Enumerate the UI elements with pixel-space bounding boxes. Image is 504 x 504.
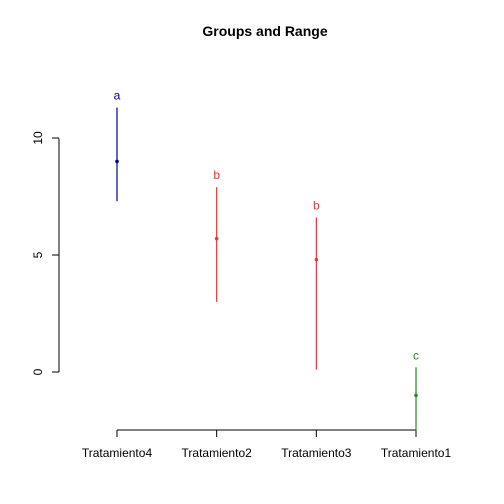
group-letter-label: b (213, 168, 220, 182)
x-tick-label: Tratamiento1 (381, 446, 452, 460)
y-tick-label: 0 (31, 368, 45, 375)
group-letter-label: b (313, 199, 320, 213)
y-tick-label: 10 (31, 131, 45, 145)
x-tick-label: Tratamiento3 (281, 446, 352, 460)
y-tick-label: 5 (31, 251, 45, 258)
mean-point (314, 257, 319, 262)
x-tick-label: Tratamiento4 (82, 446, 153, 460)
y-axis-ticks: 0 5 10 (31, 131, 59, 375)
mean-point (115, 159, 119, 164)
group-letter-label: a (114, 89, 121, 103)
x-tick-label: Tratamiento2 (182, 446, 253, 460)
x-axis-ticks: Tratamiento4 Tratamiento2 Tratamiento3 Trat… (82, 430, 452, 460)
error-bars: a b b c (114, 89, 419, 431)
group-letter-label: c (413, 348, 419, 362)
mean-point (414, 393, 418, 398)
mean-point (214, 236, 219, 241)
chart-title: Groups and Range (202, 23, 327, 39)
